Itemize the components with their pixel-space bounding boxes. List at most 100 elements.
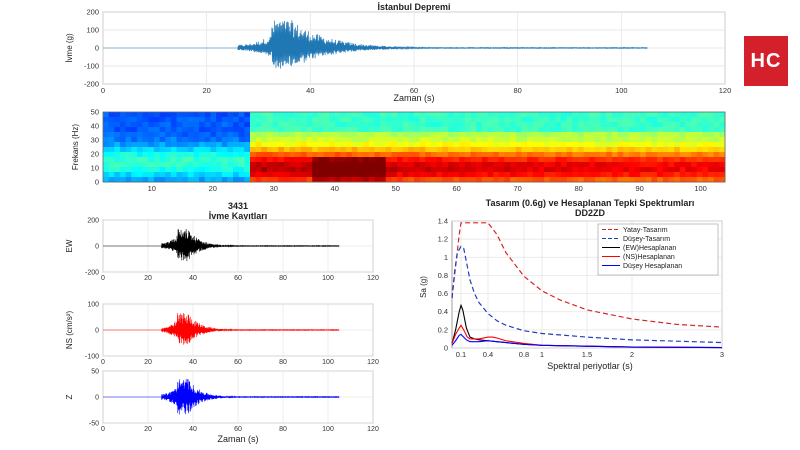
spectrogram-cell: [283, 157, 290, 163]
spectrogram-cell: [453, 177, 460, 183]
spectrogram-cell: [538, 132, 545, 138]
spectrogram-cell: [566, 132, 573, 138]
spectrogram-cell: [487, 162, 494, 168]
spectrogram-cell: [233, 147, 240, 153]
spectrogram-cell: [453, 167, 460, 173]
kayit-title: 3431: [228, 201, 248, 211]
spectrogram-cell: [142, 127, 149, 133]
spectrogram-cell: [272, 177, 279, 183]
spectrogram-cell: [351, 177, 358, 183]
spectrogram-cell: [170, 142, 177, 148]
spectrogram-cell: [498, 132, 505, 138]
spectrogram-cell: [103, 152, 110, 158]
spectrogram-cell: [114, 177, 121, 183]
spectrogram-cell: [255, 137, 262, 143]
spectrogram-cell: [436, 142, 443, 148]
spectrogram-cell: [702, 127, 709, 133]
spectrogram-cell: [430, 172, 438, 178]
spectrogram-cell: [408, 172, 415, 178]
spectrogram-cell: [510, 127, 517, 133]
spectrogram-cell: [674, 157, 681, 163]
spectrogram-cell: [679, 142, 686, 148]
spectrogram-cell: [142, 112, 149, 118]
spectrogram-cell: [459, 112, 466, 118]
spectrogram-cell: [385, 112, 392, 118]
spectrogram-cell: [176, 167, 183, 173]
spectrogram-cell: [623, 122, 630, 128]
spectrogram-cell: [453, 142, 460, 148]
spectrogram-cell: [148, 152, 155, 158]
spectrogram-cell: [385, 117, 392, 123]
spectrogram-cell: [103, 167, 110, 173]
kayit-subtitle: İvme Kayıtları: [209, 211, 268, 221]
spectrogram-cell: [414, 137, 421, 143]
spectrogram-cell: [498, 157, 505, 163]
spectrogram-cell: [634, 127, 641, 133]
spectrogram-cell: [442, 167, 449, 173]
spectrogram-cell: [504, 172, 511, 178]
spectrogram-cell: [199, 152, 206, 158]
spectrogram-cell: [283, 152, 290, 158]
spectrogram-cell: [153, 172, 160, 178]
spectrogram-ytick-label: 0: [95, 178, 99, 187]
spectrogram-cell: [589, 147, 596, 153]
spectrogram-cell: [476, 142, 483, 148]
spectrogram-cell: [566, 167, 573, 173]
spectrogram-cell: [623, 162, 630, 168]
spectrogram-cell: [696, 152, 703, 158]
spectrogram-cell: [204, 132, 211, 138]
spectrogram-cell: [589, 112, 596, 118]
spectrogram-cell: [549, 122, 556, 128]
spectrogram-cell: [283, 117, 290, 123]
spectrogram-cell: [606, 157, 613, 163]
spectrogram-cell: [611, 152, 618, 158]
spectrogram-cell: [227, 162, 234, 168]
spectrogram-cell: [238, 167, 245, 173]
spectrogram-cell: [662, 152, 669, 158]
spectrogram-cell: [391, 112, 398, 118]
spectrogram-cell: [402, 162, 409, 168]
spectrogram-cell: [430, 132, 438, 138]
spectrogram-cell: [227, 147, 234, 153]
spectrogram-cell: [504, 157, 511, 163]
spektrum-xtick-label: 3: [720, 350, 724, 359]
spectrogram-cell: [464, 112, 471, 118]
spectrogram-cell: [447, 142, 454, 148]
spectrogram-cell: [515, 162, 522, 168]
spectrogram-cell: [425, 142, 432, 148]
spectrogram-cell: [357, 157, 364, 163]
spectrogram-cell: [295, 122, 302, 128]
spectrogram-cell: [312, 167, 319, 173]
spectrogram-cell: [493, 162, 500, 168]
spectrogram-cell: [250, 127, 257, 133]
spectrogram-cell: [572, 142, 579, 148]
spectrogram-cell: [204, 177, 211, 183]
spectrogram-cell: [453, 152, 460, 158]
spectrogram-cell: [306, 152, 313, 158]
spectrogram-cell: [346, 162, 353, 168]
spectrogram-cell: [493, 132, 500, 138]
spectrogram-cell: [532, 167, 539, 173]
spectrogram-cell: [334, 167, 341, 173]
spectrogram-cell: [674, 177, 681, 183]
spectrogram-cell: [255, 127, 262, 133]
spectrogram-cell: [351, 117, 358, 123]
spectrogram-cell: [312, 112, 319, 118]
spectrogram-cell: [668, 122, 675, 128]
spectrogram-cell: [289, 172, 296, 178]
spectrogram-cell: [447, 152, 454, 158]
spectrogram-cell: [555, 127, 562, 133]
spectrogram-cell: [182, 127, 189, 133]
spectrogram-cell: [187, 122, 194, 128]
spectrogram-cell: [572, 162, 579, 168]
spectrogram-cell: [153, 152, 160, 158]
spectrogram-cell: [572, 117, 579, 123]
spectrogram-cell: [148, 162, 155, 168]
spectrogram-cell: [515, 132, 522, 138]
spectrogram-cell: [323, 112, 330, 118]
spectrogram-cell: [628, 142, 635, 148]
spektrum-series-line: [451, 245, 723, 344]
spectrogram-cell: [368, 127, 375, 133]
kayit-ytick-label: 50: [91, 369, 99, 376]
